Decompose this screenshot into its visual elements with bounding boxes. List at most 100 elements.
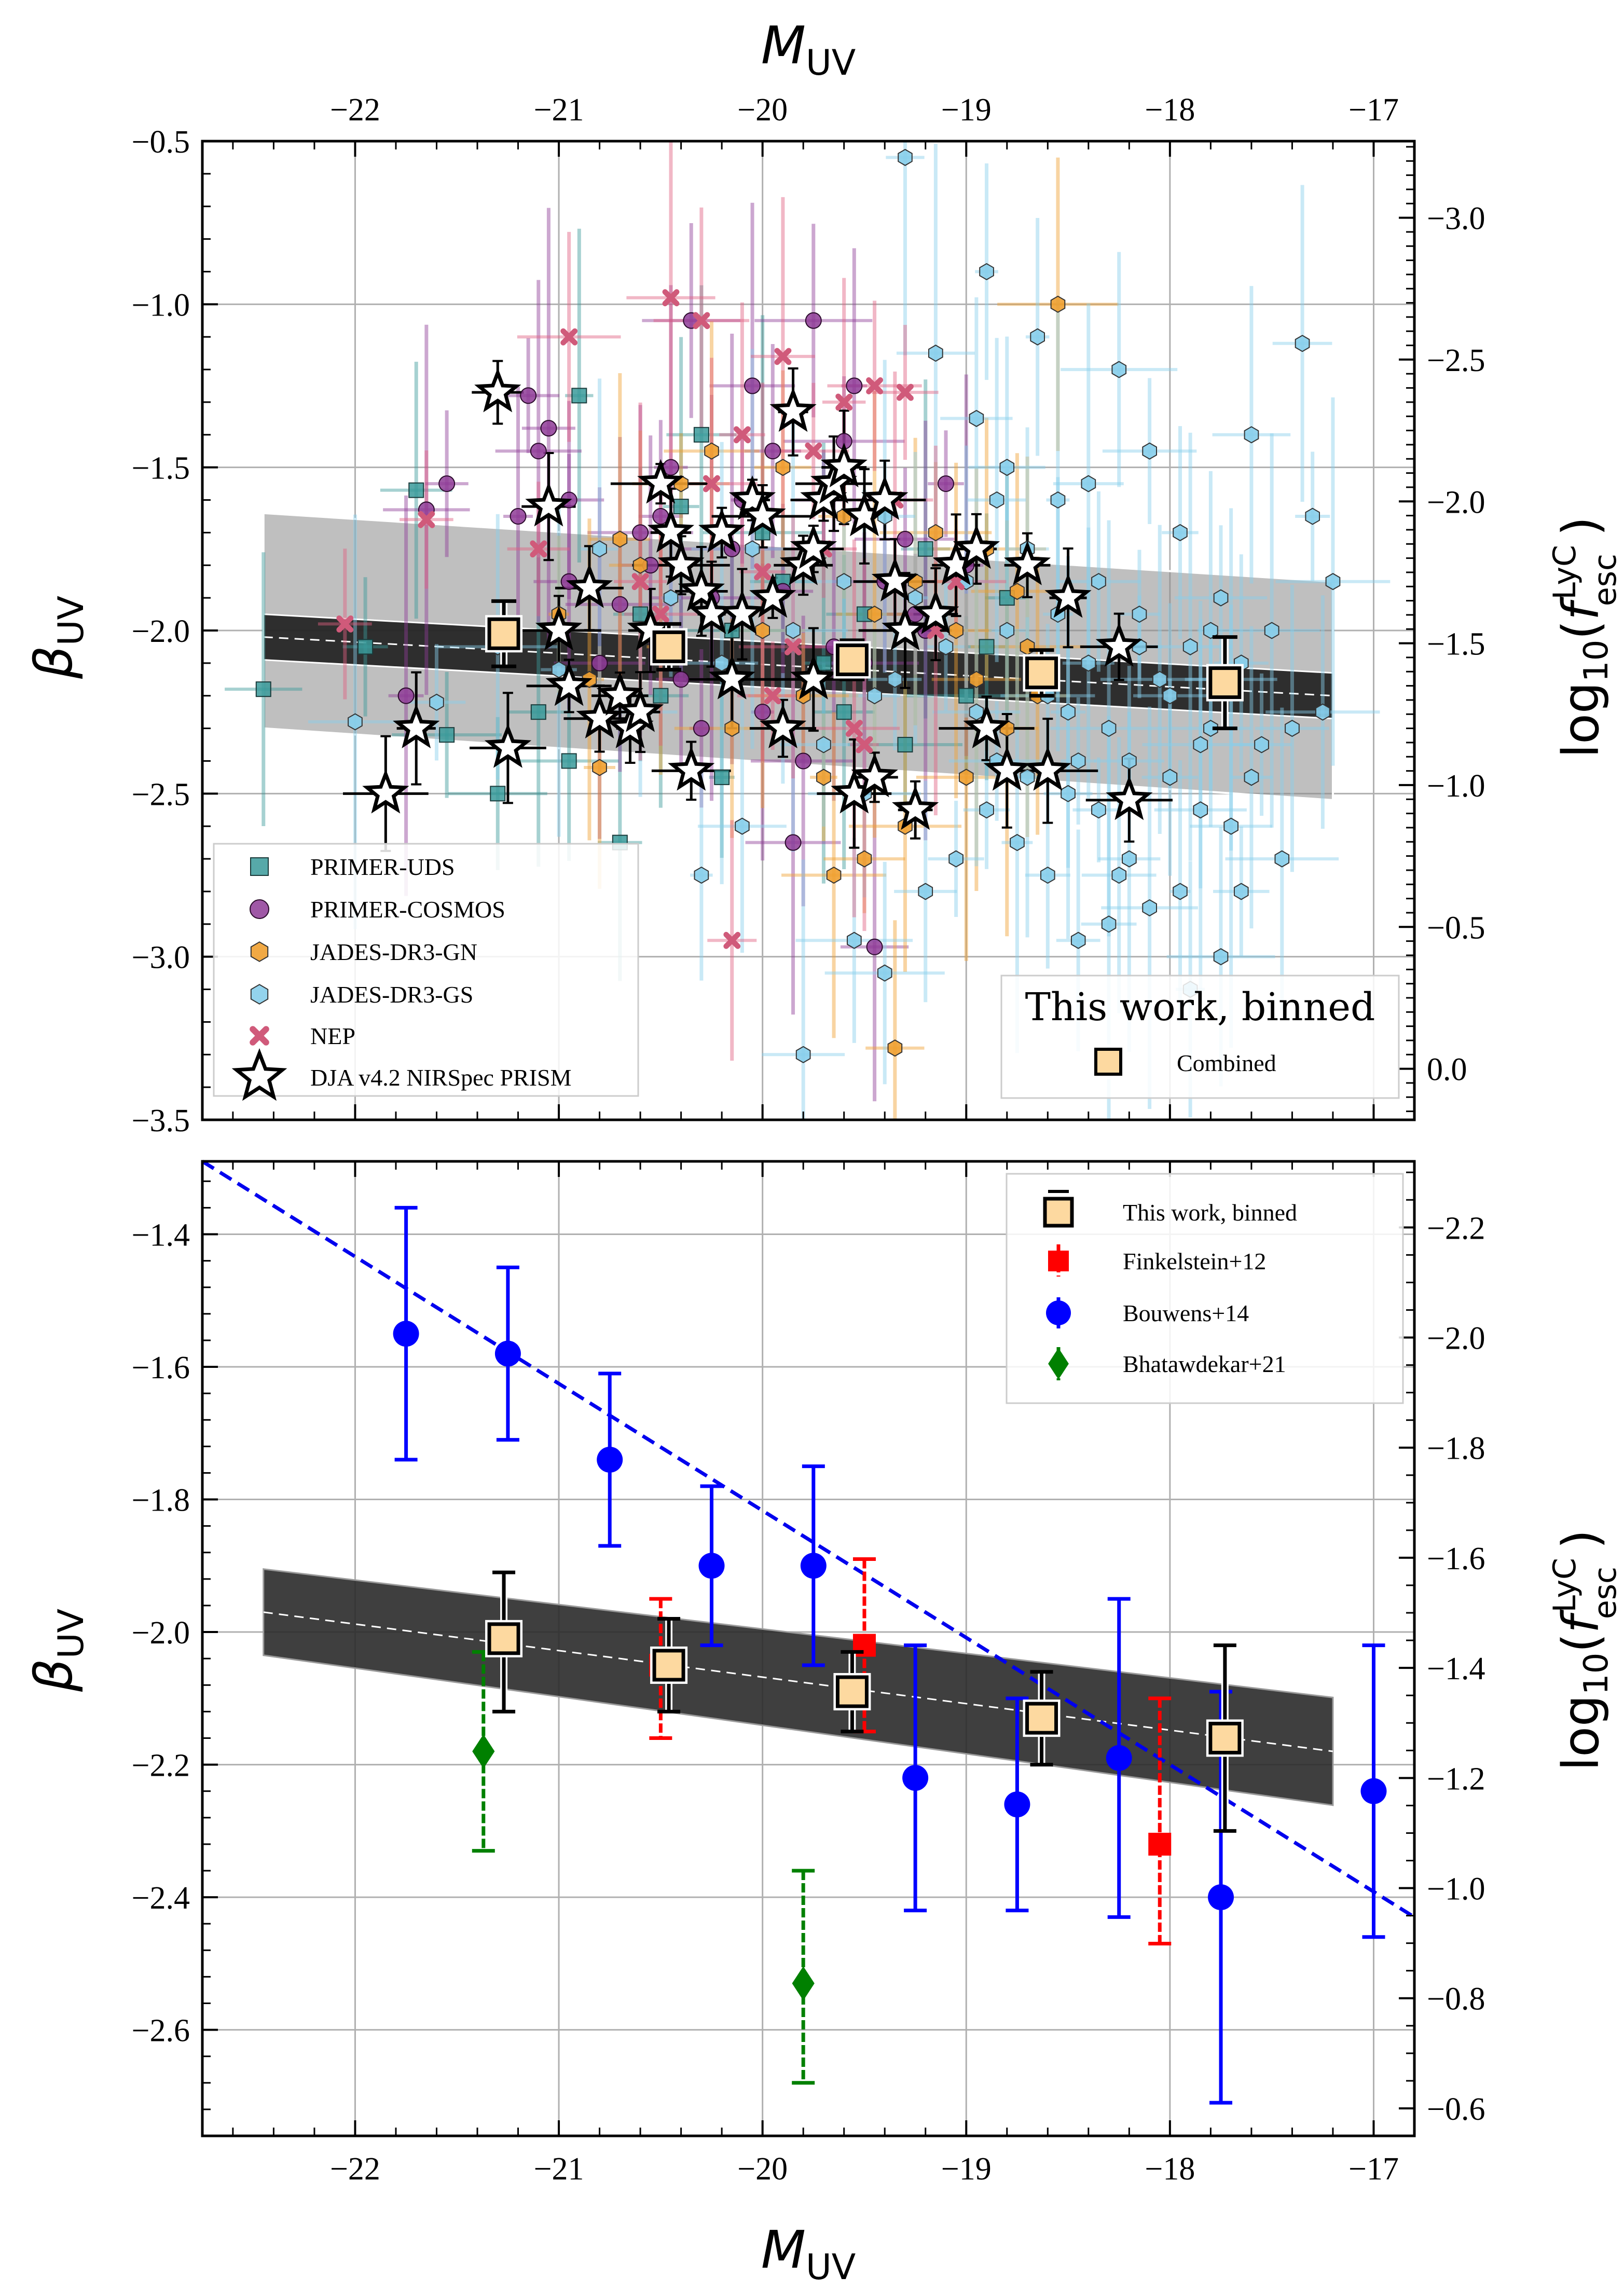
primer-uds-point xyxy=(357,639,374,655)
jades-dr3-gs-point xyxy=(1315,703,1330,721)
this-work-binned-marker xyxy=(835,1675,869,1708)
top-top-xtick-label: −17 xyxy=(1348,92,1399,128)
legend-label-jades-gn: JADES-DR3-GN xyxy=(310,939,477,965)
bouwens-14-marker xyxy=(1106,1745,1132,1771)
legend-label-dja: DJA v4.2 NIRSpec PRISM xyxy=(310,1064,572,1091)
primer-uds-point xyxy=(693,427,709,443)
top-ytick-label: −1.5 xyxy=(132,451,190,486)
primer-uds-point xyxy=(530,704,546,720)
bottom-rtick-label: −0.8 xyxy=(1427,1982,1485,2017)
jades-dr3-gs-point xyxy=(918,883,933,900)
dja-v4-2-nirspec-prism-point xyxy=(790,524,837,569)
top-rtick-label: −3.0 xyxy=(1427,201,1485,237)
jades-dr3-gs-point xyxy=(1070,931,1086,949)
top-x-axis-label: MUV xyxy=(761,15,856,84)
dja-v4-2-nirspec-prism-point xyxy=(637,459,684,504)
dja-v4-2-nirspec-prism-point xyxy=(851,752,898,798)
primer-cosmos-point xyxy=(754,704,771,721)
top-rtick-label: −2.0 xyxy=(1427,485,1485,520)
jades-dr3-gs-point xyxy=(887,670,903,688)
dja-v4-2-nirspec-prism-point xyxy=(882,606,929,651)
bottom-legend-label-bouwens: Bouwens+14 xyxy=(1123,1300,1249,1326)
jades-dr3-gs-point xyxy=(714,654,730,672)
jades-dr3-gs-point xyxy=(786,622,801,639)
bottom-xtick-label: −17 xyxy=(1348,2151,1399,2187)
this-work-binned-marker xyxy=(652,1649,685,1682)
primer-cosmos-point xyxy=(938,475,955,492)
jades-dr3-gs-point xyxy=(1070,752,1086,770)
primer-uds-point xyxy=(571,388,587,404)
dja-v4-2-nirspec-prism-point xyxy=(769,387,817,432)
dja-v4-2-nirspec-prism-point xyxy=(983,746,1030,791)
bottom-ytick-label: −2.4 xyxy=(132,1881,190,1916)
combined-legend-label: Combined xyxy=(1177,1050,1276,1076)
dja-v4-2-nirspec-prism-point xyxy=(963,704,1010,749)
primer-uds-point xyxy=(714,769,730,785)
primer-uds-point xyxy=(897,737,913,753)
bottom-rtick-label: −1.2 xyxy=(1427,1761,1485,1797)
nep-point xyxy=(733,426,751,444)
top-rtick-label: −1.0 xyxy=(1427,769,1485,804)
jades-dr3-gs-point xyxy=(1050,491,1066,509)
bhatawdekar-21-marker xyxy=(472,1734,495,1769)
jades-dr3-gs-point xyxy=(816,736,831,753)
jades-dr3-gs-point xyxy=(592,540,607,558)
legend-label-primer-uds: PRIMER-UDS xyxy=(310,854,455,880)
jades-dr3-gs-point xyxy=(1213,948,1229,966)
primer-cosmos-point xyxy=(540,420,557,437)
nep-point xyxy=(530,540,547,558)
jades-dr3-gs-point xyxy=(694,866,709,884)
nep-point xyxy=(754,563,772,581)
bottom-rtick-label: −1.8 xyxy=(1427,1431,1485,1466)
nep-point xyxy=(662,289,680,307)
jades-dr3-gs-point xyxy=(1040,866,1055,884)
jades-dr3-gs-point xyxy=(1203,720,1218,737)
jades-dr3-gs-point xyxy=(1173,524,1188,541)
primer-uds-point xyxy=(836,704,852,720)
bouwens-14-marker xyxy=(393,1321,419,1347)
nep-point xyxy=(897,383,914,401)
primer-uds-point xyxy=(917,541,933,557)
top-binned-legend-title: This work, binned xyxy=(1025,985,1375,1030)
dja-v4-2-nirspec-prism-point xyxy=(759,704,807,749)
primer-cosmos-point xyxy=(591,654,608,671)
top-binned-marker xyxy=(1208,666,1242,700)
jades-dr3-gs-point xyxy=(1173,883,1188,900)
jades-dr3-gn-point xyxy=(1050,295,1066,313)
primer-cosmos-point xyxy=(510,508,527,525)
top-ytick-label: −2.5 xyxy=(132,777,190,812)
top-ytick-label: −2.0 xyxy=(132,614,190,649)
primer-uds-point xyxy=(999,590,1015,606)
bottom-fit-band xyxy=(263,1568,1334,1806)
bottom-xtick-label: −22 xyxy=(330,2151,380,2187)
dja-v4-2-nirspec-prism-point xyxy=(698,508,746,553)
top-ticks xyxy=(202,140,1415,1121)
top-fit-median-line xyxy=(263,636,1333,697)
dja-v4-2-nirspec-prism-point xyxy=(616,687,664,732)
jades-dr3-gs-point xyxy=(1244,769,1259,786)
combined-legend-marker-halo xyxy=(1091,1044,1126,1079)
top-rtick-label: −2.5 xyxy=(1427,343,1485,378)
legend-label-nep: NEP xyxy=(310,1023,355,1049)
finkelstein-12-marker xyxy=(1148,1832,1172,1856)
bottom-legend: This work, binned Finkelstein+12 Bouwens… xyxy=(1006,1173,1404,1404)
top-ytick-label: −1.0 xyxy=(132,287,190,323)
top-rtick-label: −0.5 xyxy=(1427,910,1485,945)
primer-cosmos-point xyxy=(785,834,802,851)
top-ytick-label: −0.5 xyxy=(132,125,190,160)
primer-uds-point xyxy=(561,753,577,769)
dja-v4-2-nirspec-prism-point xyxy=(545,661,593,706)
jades-dr3-gn-point xyxy=(612,530,628,548)
jades-dr3-gs-point xyxy=(836,573,851,591)
bottom-ytick-label: −1.6 xyxy=(132,1350,190,1386)
top-binned-marker xyxy=(652,630,685,663)
dja-v4-2-nirspec-prism-point xyxy=(1003,540,1051,585)
dja-v4-2-nirspec-prism-point xyxy=(1095,622,1143,667)
bottom-fit-median-line xyxy=(263,1611,1333,1752)
dja-v4-2-nirspec-prism-point xyxy=(790,654,837,700)
legend-label-primer-cosmos: PRIMER-COSMOS xyxy=(310,896,505,923)
jades-dr3-gs-point xyxy=(969,409,984,427)
nep-point xyxy=(785,638,802,655)
primer-cosmos-point xyxy=(846,377,863,394)
dja-v4-2-nirspec-prism-point xyxy=(1024,746,1071,791)
